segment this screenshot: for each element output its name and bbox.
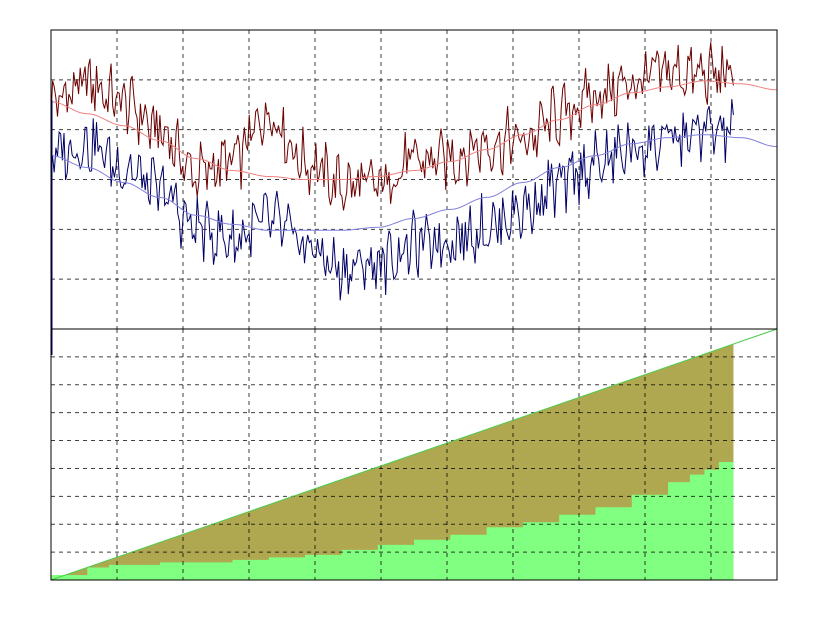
series-line-3	[50, 99, 734, 301]
grid-panel-1	[51, 30, 777, 329]
grid-panel-2	[51, 329, 777, 580]
area-panel	[50, 328, 778, 581]
panel-frame-bottom	[50, 328, 778, 581]
line-panel	[50, 30, 778, 355]
series-line-2	[50, 80, 778, 180]
trend-line	[50, 328, 778, 581]
series-line-1	[50, 42, 734, 211]
area-series-2	[51, 462, 734, 580]
series-line-4	[50, 134, 778, 231]
